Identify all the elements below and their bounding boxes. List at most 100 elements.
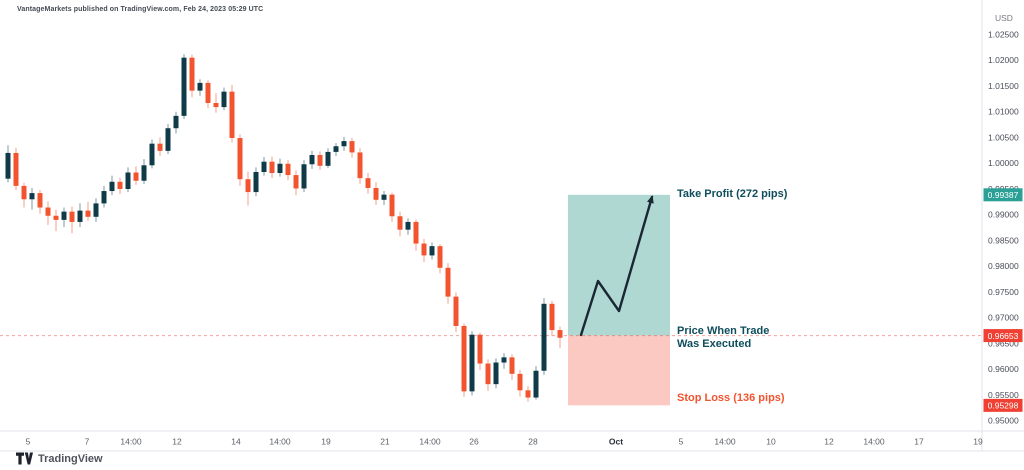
candle-body <box>461 325 467 392</box>
candle-body <box>293 175 299 189</box>
price-tick-label: 1.01000 <box>988 107 1019 117</box>
stop-loss-price-tag-text: 0.95298 <box>988 401 1019 411</box>
candle-body <box>445 267 451 297</box>
candle-body <box>197 82 203 91</box>
candle-body <box>181 57 187 116</box>
candle-body <box>541 303 547 371</box>
candle-body <box>373 187 379 200</box>
time-tick-label: 14:00 <box>863 437 885 447</box>
price-axis: USD 1.02500 1.02000 1.01500 1.01000 1.00500 1.… <box>983 13 1023 426</box>
candle-body <box>245 179 251 193</box>
candle-body <box>533 370 539 398</box>
stop-loss-price-tag <box>983 398 1023 412</box>
candle-body <box>381 194 387 200</box>
candle-body <box>173 115 179 129</box>
candle-body <box>29 193 35 200</box>
candle-body <box>301 164 307 189</box>
entry-price-tag-text: 0.96653 <box>988 331 1019 341</box>
candle-body <box>485 363 491 385</box>
candle-body <box>205 82 211 103</box>
price-tick-label: 0.95000 <box>988 416 1019 426</box>
candle-body <box>493 362 499 385</box>
candle-body <box>525 390 531 398</box>
currency-label: USD <box>995 13 1013 23</box>
candle-body <box>117 181 123 189</box>
candle-body <box>229 91 235 139</box>
time-tick-label: 14:00 <box>419 437 441 447</box>
time-tick-label: 7 <box>85 437 90 447</box>
candle-body <box>325 151 331 166</box>
candle-body <box>429 246 435 256</box>
candlestick-series <box>5 54 563 402</box>
tradingview-attribution[interactable]: TradingView <box>16 452 103 465</box>
time-tick-label: 14 <box>231 437 241 447</box>
candle-body <box>549 303 555 331</box>
price-tick-label: 0.96000 <box>988 364 1019 374</box>
candle-body <box>157 143 163 151</box>
candle-body <box>333 146 339 152</box>
take-profit-zone <box>568 194 670 336</box>
price-tick-label: 0.99000 <box>988 210 1019 220</box>
time-tick-label: 5 <box>26 437 31 447</box>
candle-body <box>77 210 83 222</box>
candle-body <box>261 161 267 172</box>
price-tick-label: 0.98500 <box>988 235 1019 245</box>
stop-loss-zone <box>568 335 670 406</box>
candle-body <box>165 128 171 151</box>
candle-body <box>253 171 259 193</box>
candle-body <box>133 172 139 181</box>
time-tick-label: 19 <box>321 437 331 447</box>
time-tick-label: 21 <box>380 437 390 447</box>
candle-body <box>405 221 411 230</box>
candle-body <box>85 210 91 217</box>
candle-body <box>109 181 115 192</box>
attribution-text: VantageMarkets published on TradingView.… <box>17 6 264 13</box>
time-axis: 5 7 14:00 12 14 14:00 19 21 14:00 26 28 Oct 5 14:00 10… <box>26 437 983 447</box>
candle-body <box>469 334 475 392</box>
time-tick-label: 19 <box>973 437 983 447</box>
price-tick-label: 0.96500 <box>988 338 1019 348</box>
candle-body <box>5 152 11 179</box>
candle-body <box>557 330 563 338</box>
candle-body <box>221 91 227 108</box>
candle-body <box>189 57 195 91</box>
candle-body <box>285 163 291 176</box>
candle-body <box>21 185 27 200</box>
time-tick-label: 14:00 <box>120 437 142 447</box>
price-tick-label: 0.97000 <box>988 313 1019 323</box>
time-tick-label: 14:00 <box>269 437 291 447</box>
price-tick-label: 1.02000 <box>988 55 1019 65</box>
candle-body <box>509 357 515 374</box>
candle-body <box>317 154 323 166</box>
candle-body <box>357 152 363 179</box>
candle-body <box>477 334 483 364</box>
candle-body <box>149 143 155 166</box>
entry-annotation-line1: Price When Trade <box>677 325 770 337</box>
candle-body <box>125 172 131 189</box>
entry-annotation-line2: Was Executed <box>677 338 752 350</box>
time-tick-label: 12 <box>172 437 182 447</box>
candle-body <box>349 141 355 153</box>
candle-body <box>37 193 43 208</box>
time-tick-label: Oct <box>609 437 623 447</box>
candle-body <box>421 243 427 256</box>
trade-projection-arrow <box>579 195 654 337</box>
price-tick-label: 1.00000 <box>988 158 1019 168</box>
candle-body <box>365 178 371 188</box>
candle-body <box>389 194 395 217</box>
time-tick-label: 17 <box>914 437 924 447</box>
candle-body <box>53 215 59 220</box>
candle-body <box>501 357 507 363</box>
candle-body <box>309 154 315 165</box>
candle-body <box>397 216 403 230</box>
entry-price-tag <box>983 329 1023 343</box>
take-profit-annotation: Take Profit (272 pips) <box>677 188 788 200</box>
candle-body <box>13 152 19 186</box>
candle-body <box>141 165 147 181</box>
price-tick-label: 0.95500 <box>988 390 1019 400</box>
price-tick-label: 1.02500 <box>988 30 1019 40</box>
candle-body <box>213 102 219 108</box>
candle-body <box>45 207 51 216</box>
